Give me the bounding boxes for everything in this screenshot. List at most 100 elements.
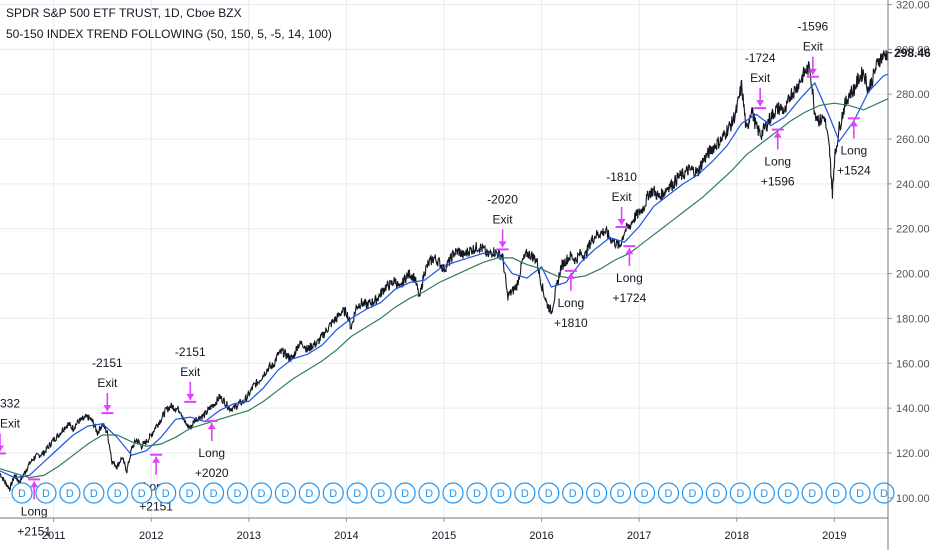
dividend-letter: D (425, 488, 433, 500)
long-qty-label: +1724 (613, 291, 647, 305)
exit-arrow-head (103, 405, 112, 412)
dividend-letter: D (688, 488, 696, 500)
dividend-letter: D (257, 488, 265, 500)
exit-label: Exit (0, 416, 21, 430)
dividend-letter: D (186, 488, 194, 500)
dividend-marker: D (179, 482, 201, 504)
long-label: Long (840, 143, 867, 157)
dividend-marker: D (514, 482, 536, 504)
dividend-letter: D (42, 488, 50, 500)
long-arrow-head (625, 248, 634, 255)
dividend-letter: D (401, 488, 409, 500)
dividend-circle (753, 482, 775, 504)
dividend-circle (83, 482, 105, 504)
long-signal: Long +2151 (17, 478, 51, 538)
dividend-letter: D (808, 488, 816, 500)
dividend-circle (801, 482, 823, 504)
long-signal: Long +1524 (837, 117, 871, 177)
dividend-circle (59, 482, 81, 504)
dividend-marker: D (442, 482, 464, 504)
long-qty-label: +1596 (761, 175, 795, 189)
x-tick-label: 2014 (334, 530, 358, 542)
grid (0, 0, 888, 518)
dividend-marker: D (107, 482, 129, 504)
long-arrow-head (849, 120, 858, 127)
dividend-marker: D (610, 482, 632, 504)
dividend-marker: D (873, 482, 895, 504)
exit-qty-label: -1596 (798, 20, 829, 34)
dividend-marker: D (11, 482, 33, 504)
dividend-marker: D (849, 482, 871, 504)
series-line-fast-ma (0, 73, 889, 479)
dividend-circle (633, 482, 656, 504)
exit-signal: -1810 Exit (606, 170, 637, 228)
exit-arrow-head (0, 445, 4, 452)
dividend-circle (346, 482, 368, 504)
dividend-marker: D (825, 482, 847, 504)
dividend-marker: D (131, 482, 153, 504)
y-tick-label: 200.00 (896, 269, 930, 281)
dividend-marker: D (729, 482, 751, 504)
dividend-letter: D (569, 488, 577, 500)
dividend-letter: D (784, 488, 792, 500)
exit-label: Exit (803, 40, 824, 54)
dividend-marker: D (394, 482, 416, 504)
exit-qty-label: -2151 (92, 356, 123, 370)
symbol-title: SPDR S&P 500 ETF TRUST, 1D, Cboe BZX (6, 6, 242, 20)
dividend-circle (179, 482, 201, 504)
long-signal: Long +1724 (613, 245, 647, 305)
dividend-marker: D (226, 482, 249, 504)
dividend-circle (681, 482, 704, 504)
exit-qty-label: -2151 (175, 345, 206, 359)
dividend-circle (729, 482, 751, 504)
dividend-letter: D (210, 488, 218, 500)
x-tick-label: 2017 (627, 530, 651, 542)
dividend-letter: D (114, 488, 122, 500)
long-arrow-head (566, 272, 575, 279)
dividend-circle (777, 482, 799, 504)
exit-signal: -2151 Exit (175, 345, 206, 403)
dividend-marker: D (370, 482, 392, 504)
dividend-letter: D (617, 488, 625, 500)
dividend-marker: D (35, 482, 57, 504)
dividend-circle (490, 482, 512, 504)
exit-signal: -1596 Exit (798, 20, 829, 78)
x-tick-label: 2013 (237, 530, 261, 542)
y-tick-label: 300.00 (896, 44, 930, 56)
long-signal: Long +2020 (195, 420, 229, 480)
dividend-letter: D (545, 488, 553, 500)
long-arrow-head (207, 423, 216, 430)
dividend-marker: D (586, 482, 608, 504)
dividend-letter: D (377, 488, 385, 500)
exit-signal: 332 Exit (0, 396, 21, 455)
dividend-marker: D (418, 482, 440, 504)
y-tick-label: 100.00 (896, 493, 930, 505)
dividend-letter: D (449, 488, 457, 500)
long-arrow-head (773, 131, 782, 138)
dividend-letter: D (353, 488, 361, 500)
long-qty-label: +2151 (17, 524, 51, 538)
dividend-marker: D (155, 482, 177, 504)
dividend-circle (705, 482, 727, 504)
exit-label: Exit (97, 376, 118, 390)
dividend-circle (202, 482, 225, 504)
dividend-circle (849, 482, 871, 504)
exit-arrow-head (617, 218, 626, 225)
dividend-marker: D (681, 482, 704, 504)
dividend-letter: D (497, 488, 505, 500)
dividend-circle (657, 482, 680, 504)
long-arrow-head (152, 456, 161, 463)
dividend-marker: D (777, 482, 799, 504)
dividend-circle (514, 482, 536, 504)
dividend-letter: D (880, 488, 888, 500)
dividend-marker: D (562, 482, 584, 504)
exit-signal: -1724 Exit (745, 51, 776, 110)
exit-arrow-head (808, 68, 817, 75)
y-tick-label: 120.00 (896, 448, 930, 460)
exit-label: Exit (612, 190, 633, 204)
dividend-marker: D (59, 482, 81, 504)
series-lines (0, 50, 889, 493)
exit-arrow-head (498, 241, 507, 248)
